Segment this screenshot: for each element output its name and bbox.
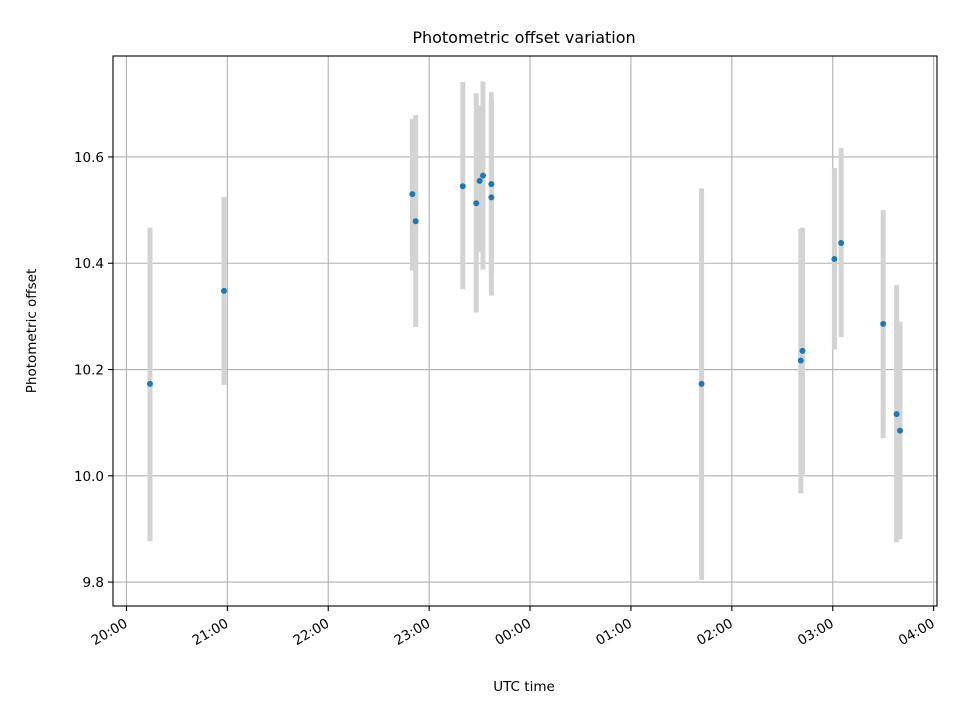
data-point bbox=[488, 181, 495, 188]
x-tick-label: 01:00 bbox=[593, 616, 635, 649]
data-point bbox=[797, 357, 804, 364]
data-points bbox=[146, 172, 904, 434]
data-point bbox=[146, 380, 153, 387]
data-point bbox=[479, 172, 486, 179]
data-point bbox=[488, 194, 495, 201]
data-point bbox=[698, 380, 705, 387]
x-tick-label: 21:00 bbox=[190, 616, 232, 649]
data-point bbox=[897, 427, 904, 434]
data-point bbox=[880, 320, 887, 327]
data-point bbox=[831, 255, 838, 262]
y-tick-label: 10.6 bbox=[74, 150, 104, 166]
y-tick-label: 10.0 bbox=[74, 469, 104, 485]
x-tick-label: 04:00 bbox=[896, 616, 938, 649]
x-tick-label: 02:00 bbox=[694, 616, 736, 649]
data-point bbox=[459, 183, 466, 190]
data-point bbox=[473, 200, 480, 207]
grid bbox=[113, 56, 937, 606]
data-point bbox=[838, 240, 845, 247]
y-axis-label: Photometric offset bbox=[24, 269, 40, 393]
data-point bbox=[220, 287, 227, 294]
x-axis: 20:00 21:00 22:00 23:00 00:00 01:00 02:00 03:00… bbox=[89, 606, 938, 649]
data-point bbox=[799, 347, 806, 354]
plot-frame bbox=[112, 55, 938, 607]
x-axis-label: UTC time bbox=[493, 679, 555, 695]
y-tick-label: 9.8 bbox=[83, 575, 104, 591]
chart-title: Photometric offset variation bbox=[412, 28, 635, 47]
error-bars bbox=[147, 81, 903, 580]
y-tick-label: 10.2 bbox=[74, 363, 104, 379]
y-tick-label: 10.4 bbox=[74, 256, 104, 272]
x-tick-label: 23:00 bbox=[391, 616, 433, 649]
x-tick-label: 20:00 bbox=[89, 616, 131, 649]
data-point bbox=[893, 411, 900, 418]
x-tick-label: 22:00 bbox=[291, 616, 333, 649]
x-tick-label: 03:00 bbox=[795, 616, 837, 649]
x-tick-label: 00:00 bbox=[492, 616, 534, 649]
data-point bbox=[412, 218, 419, 225]
data-point bbox=[409, 191, 416, 198]
data-point bbox=[476, 177, 483, 184]
y-axis: 9.8 10.0 10.2 10.4 10.6 bbox=[74, 150, 113, 591]
